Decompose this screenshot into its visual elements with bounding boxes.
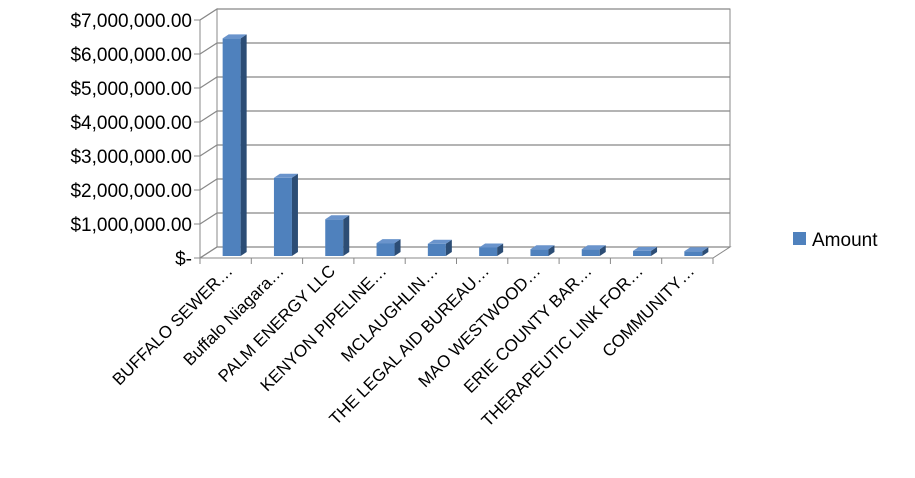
bar-side bbox=[702, 247, 709, 256]
bar-side bbox=[651, 246, 658, 256]
y-axis: $- $1,000,000.00 $2,000,000.00 $3,000,000.0… bbox=[70, 11, 201, 270]
gridline bbox=[199, 42, 730, 55]
bar bbox=[530, 245, 555, 256]
bar-front bbox=[325, 219, 344, 256]
y-tick-label: $6,000,000.00 bbox=[70, 45, 192, 66]
gridline bbox=[199, 8, 730, 21]
bar-front bbox=[479, 247, 498, 256]
y-tick-label: $7,000,000.00 bbox=[70, 11, 192, 32]
bar-side bbox=[240, 34, 247, 257]
gridline bbox=[199, 110, 730, 123]
gridline bbox=[199, 212, 730, 225]
legend-swatch-amount bbox=[793, 232, 806, 245]
x-axis: BUFFALO SEWER…Buffalo Niagara…PALM ENERG… bbox=[109, 258, 714, 430]
bar-side bbox=[394, 239, 401, 256]
bar-side bbox=[343, 215, 350, 256]
bar bbox=[479, 243, 504, 256]
bar bbox=[376, 239, 401, 256]
bar-side bbox=[497, 243, 504, 256]
gridlines bbox=[199, 8, 730, 259]
bar-side bbox=[599, 245, 606, 256]
bars bbox=[222, 34, 709, 257]
bar-top bbox=[530, 245, 555, 250]
bar-front bbox=[273, 177, 292, 256]
side-wall bbox=[199, 8, 218, 259]
bar bbox=[222, 34, 247, 257]
x-category-label: COMMUNITY… bbox=[599, 261, 699, 361]
bar-top bbox=[479, 243, 504, 248]
bar-front bbox=[633, 250, 652, 256]
bar bbox=[325, 215, 350, 256]
legend-label-amount: Amount bbox=[812, 230, 878, 251]
bar-top bbox=[222, 34, 247, 39]
gridline bbox=[199, 76, 730, 89]
y-tick-label: $4,000,000.00 bbox=[70, 113, 192, 134]
y-tick-label: $1,000,000.00 bbox=[70, 215, 192, 236]
bar-front bbox=[376, 243, 395, 256]
bar-front bbox=[222, 38, 241, 257]
bar-side bbox=[445, 239, 452, 256]
bar-side bbox=[291, 173, 298, 256]
y-tick-label: $3,000,000.00 bbox=[70, 147, 192, 168]
gridline bbox=[199, 178, 730, 191]
bar-front bbox=[581, 249, 600, 256]
bar-top bbox=[427, 239, 452, 244]
bar bbox=[273, 173, 298, 256]
y-tick-label: $- bbox=[175, 249, 192, 270]
bar-front bbox=[427, 243, 446, 256]
bar-top bbox=[684, 247, 709, 252]
bar-front bbox=[530, 249, 549, 256]
gridline bbox=[199, 246, 730, 259]
gridline bbox=[199, 144, 730, 157]
bar-top bbox=[273, 173, 298, 178]
bar bbox=[684, 247, 709, 256]
bar-top bbox=[376, 239, 401, 244]
bar-side bbox=[548, 245, 555, 256]
y-tick-label: $5,000,000.00 bbox=[70, 79, 192, 100]
bar-top bbox=[325, 215, 350, 220]
bar-front bbox=[684, 251, 703, 256]
bar-top bbox=[633, 246, 658, 251]
legend: Amount bbox=[793, 230, 878, 251]
bar bbox=[427, 239, 452, 256]
bar bbox=[633, 246, 658, 256]
bar bbox=[581, 245, 606, 256]
y-tick-label: $2,000,000.00 bbox=[70, 181, 192, 202]
bar-top bbox=[581, 245, 606, 250]
